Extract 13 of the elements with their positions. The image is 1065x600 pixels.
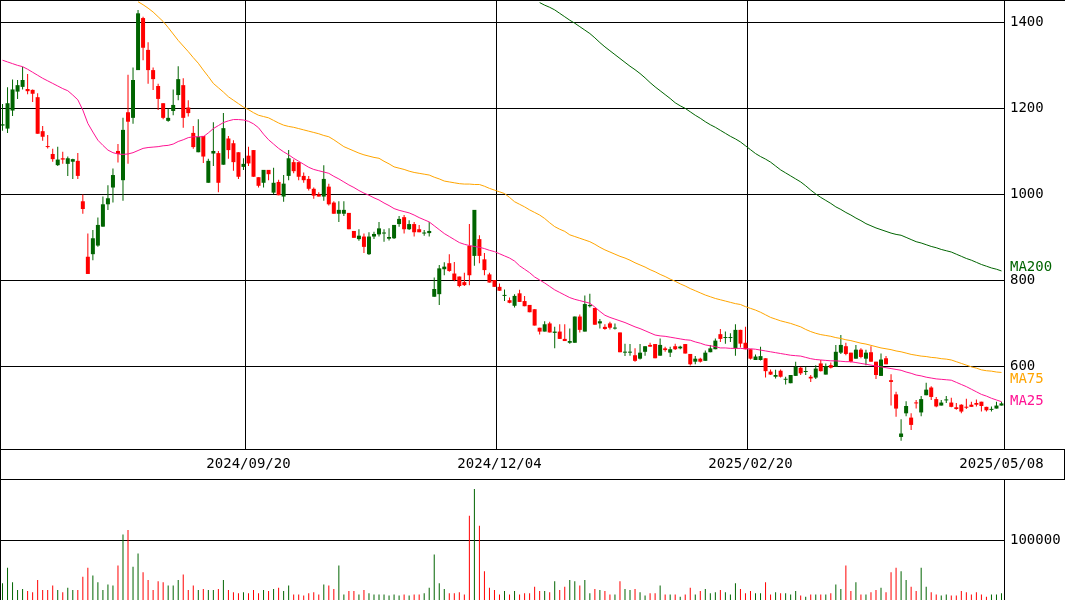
candlestick: [45, 135, 50, 149]
y-tick-label: 1000: [1010, 185, 1044, 202]
candlestick: [889, 374, 894, 406]
text: 100000: [1010, 531, 1061, 548]
candlestick: [502, 289, 507, 302]
candlestick: [989, 406, 994, 412]
series-label: MA200: [1010, 257, 1053, 274]
series-label: MA25: [1010, 392, 1044, 409]
y-tick-label: 1200: [1010, 99, 1044, 116]
candlestick: [211, 122, 216, 167]
y-tick-label: 800: [1010, 271, 1036, 288]
candlestick: [723, 331, 728, 344]
y-tick-label: 1400: [1010, 13, 1044, 29]
